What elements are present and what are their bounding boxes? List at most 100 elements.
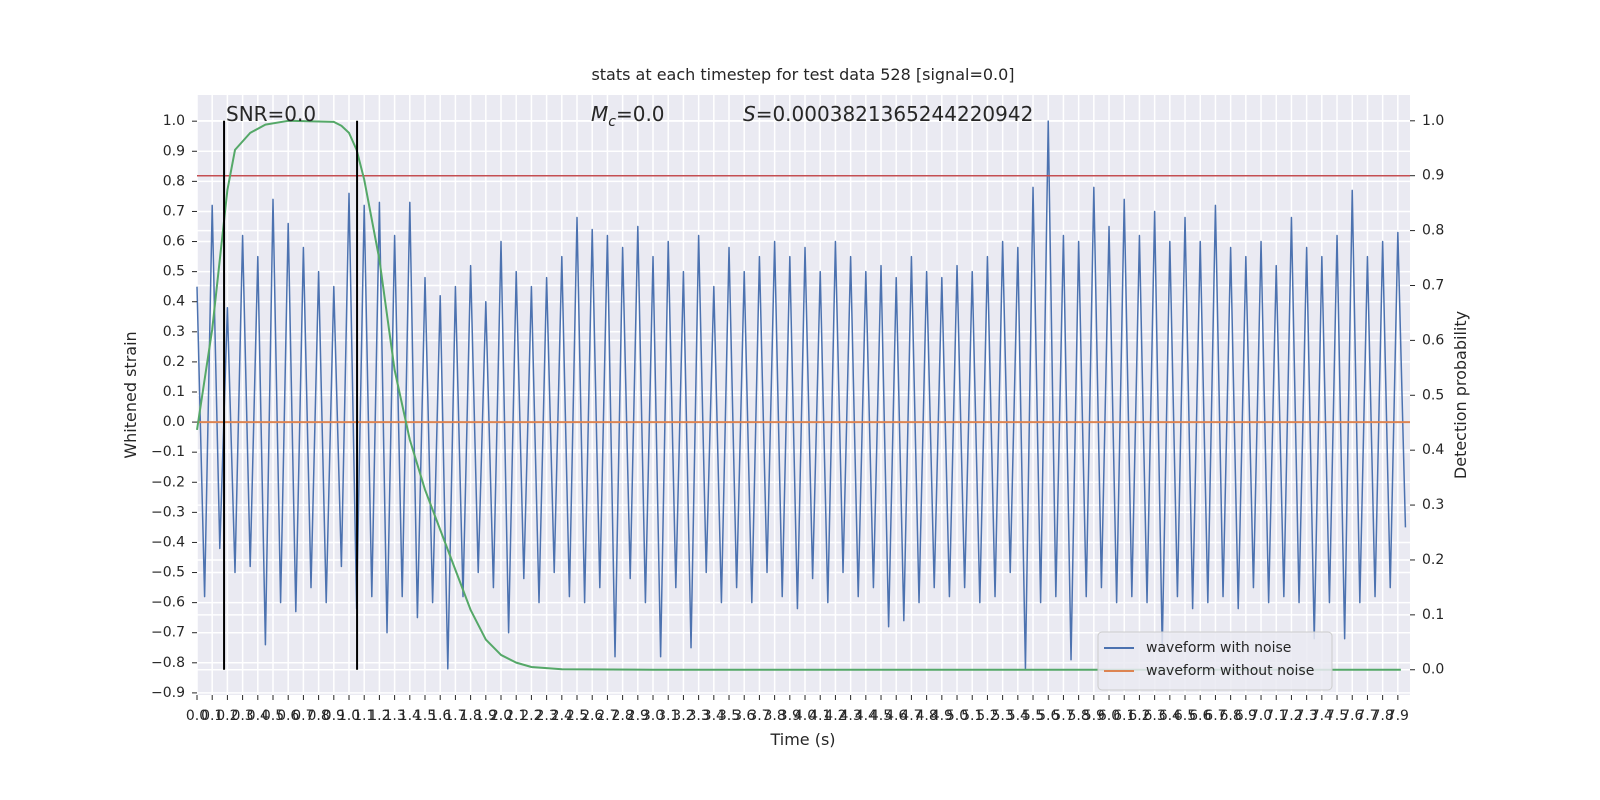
annotation-text: =0.0003821365244220942 xyxy=(756,102,1034,126)
y2-tick-label: 0.8 xyxy=(1422,223,1444,239)
x-tick-label: 0.8 xyxy=(307,708,329,724)
x-axis-label: Time (s) xyxy=(769,730,835,749)
annotation: S=0.0003821365244220942 xyxy=(743,102,1033,126)
annotation-text: =0.0 xyxy=(616,102,665,126)
y-tick-label: 0.9 xyxy=(163,143,185,159)
y-tick-label: 0.6 xyxy=(163,234,185,250)
x-tick-label: 2.9 xyxy=(627,708,649,724)
annotation-symbol: S xyxy=(743,102,756,126)
x-tick-label: 6.1 xyxy=(1113,708,1135,724)
x-tick-label: 6.8 xyxy=(1220,708,1242,724)
detection-line xyxy=(196,119,1401,671)
y-tick-label: 0.7 xyxy=(163,203,185,219)
x-tick-label: 6.9 xyxy=(1235,708,1257,724)
x-tick-label: 3.8 xyxy=(763,708,785,724)
y-tick-label: −0.9 xyxy=(151,685,185,701)
y-tick-label: −0.1 xyxy=(151,444,185,460)
y2-tick-label: 0.2 xyxy=(1422,552,1444,568)
y-tick-label: 0.3 xyxy=(163,324,185,340)
annotation: Mc=0.0 xyxy=(591,102,665,130)
x-tick-label: 2.5 xyxy=(566,708,588,724)
annotation: SNR=0.0 xyxy=(226,102,316,126)
x-tick-label: 0.6 xyxy=(277,708,299,724)
x-tick-label: 0.4 xyxy=(247,708,269,724)
x-tick-label: 5.1 xyxy=(961,708,983,724)
x-tick-label: 1.9 xyxy=(475,708,497,724)
y2-axis-label: Detection probability xyxy=(1451,311,1470,479)
x-tick-label: 5.7 xyxy=(1052,708,1074,724)
annotation-symbol: M xyxy=(591,102,608,126)
x-tick-label: 4.0 xyxy=(794,708,816,724)
y-tick-label: 0.2 xyxy=(163,354,185,370)
x-tick-label: 3.9 xyxy=(779,708,801,724)
x-tick-label: 3.1 xyxy=(657,708,679,724)
y-tick-label: 0.5 xyxy=(163,264,185,280)
x-tick-label: 6.4 xyxy=(1159,708,1181,724)
x-tick-label: 4.8 xyxy=(915,708,937,724)
x-tick-label: 0.7 xyxy=(292,708,314,724)
x-tick-label: 1.5 xyxy=(414,708,436,724)
y-tick-label: −0.4 xyxy=(151,534,185,550)
y-tick-label: −0.8 xyxy=(151,655,185,671)
y2-tick-label: 0.7 xyxy=(1422,277,1444,293)
x-tick-label: 5.6 xyxy=(1037,708,1059,724)
legend-box xyxy=(1097,631,1333,691)
x-tick-label: 6.5 xyxy=(1174,708,1196,724)
x-tick-label: 1.2 xyxy=(368,708,390,724)
x-tick-label: 4.9 xyxy=(931,708,953,724)
x-tick-label: 0.1 xyxy=(201,708,223,724)
x-tick-label: 3.3 xyxy=(687,708,709,724)
x-tick-label: 2.7 xyxy=(596,708,618,724)
x-tick-label: 2.2 xyxy=(520,708,542,724)
y-tick-label: −0.7 xyxy=(151,625,185,641)
x-tick-label: 1.6 xyxy=(429,708,451,724)
x-tick-label: 2.1 xyxy=(505,708,527,724)
x-tick-label: 4.2 xyxy=(824,708,846,724)
x-tick-label: 7.2 xyxy=(1280,708,1302,724)
legend-label: waveform with noise xyxy=(1146,640,1291,656)
x-tick-label: 4.1 xyxy=(809,708,831,724)
x-tick-label: 0.3 xyxy=(231,708,253,724)
y-tick-label: 0.4 xyxy=(163,294,185,310)
y2-tick-label: 0.4 xyxy=(1422,442,1444,458)
y-tick-label: 0.0 xyxy=(163,414,185,430)
x-tick-label: 2.6 xyxy=(581,708,603,724)
x-tick-label: 7.1 xyxy=(1265,708,1287,724)
x-tick-label: 5.9 xyxy=(1083,708,1105,724)
x-tick-label: 1.3 xyxy=(383,708,405,724)
x-tick-label: 4.5 xyxy=(870,708,892,724)
x-tick-label: 1.1 xyxy=(353,708,375,724)
y2-tick-label: 0.6 xyxy=(1422,332,1444,348)
y-tick-label: −0.5 xyxy=(151,565,185,581)
x-tick-label: 5.5 xyxy=(1022,708,1044,724)
y-tick-label: 0.8 xyxy=(163,173,185,189)
y2-tick-label: 0.3 xyxy=(1422,497,1444,513)
x-tick-label: 0.5 xyxy=(262,708,284,724)
x-tick-label: 6.2 xyxy=(1128,708,1150,724)
x-tick-label: 6.7 xyxy=(1204,708,1226,724)
annotation-subscript: c xyxy=(608,114,616,130)
x-tick-label: 5.3 xyxy=(991,708,1013,724)
x-tick-label: 3.2 xyxy=(672,708,694,724)
y-tick-label: −0.2 xyxy=(151,474,185,490)
x-tick-label: 3.4 xyxy=(703,708,725,724)
x-tick-label: 0.0 xyxy=(186,708,208,724)
x-tick-label: 7.5 xyxy=(1326,708,1348,724)
x-tick-label: 4.4 xyxy=(855,708,877,724)
x-tick-label: 7.4 xyxy=(1311,708,1333,724)
x-tick-label: 0.2 xyxy=(216,708,238,724)
x-tick-label: 4.6 xyxy=(885,708,907,724)
x-tick-label: 5.8 xyxy=(1067,708,1089,724)
x-tick-label: 7.3 xyxy=(1296,708,1318,724)
x-tick-label: 7.8 xyxy=(1372,708,1394,724)
x-tick-label: 2.3 xyxy=(535,708,557,724)
x-tick-label: 3.0 xyxy=(642,708,664,724)
x-tick-label: 6.3 xyxy=(1143,708,1165,724)
y-tick-label: −0.6 xyxy=(151,595,185,611)
legend-label: waveform without noise xyxy=(1146,663,1314,679)
ticks: 1.00.90.80.70.60.50.40.30.20.10.0−0.1−0.… xyxy=(151,113,1444,724)
x-tick-label: 7.6 xyxy=(1341,708,1363,724)
x-tick-label: 2.8 xyxy=(611,708,633,724)
x-tick-label: 4.3 xyxy=(839,708,861,724)
